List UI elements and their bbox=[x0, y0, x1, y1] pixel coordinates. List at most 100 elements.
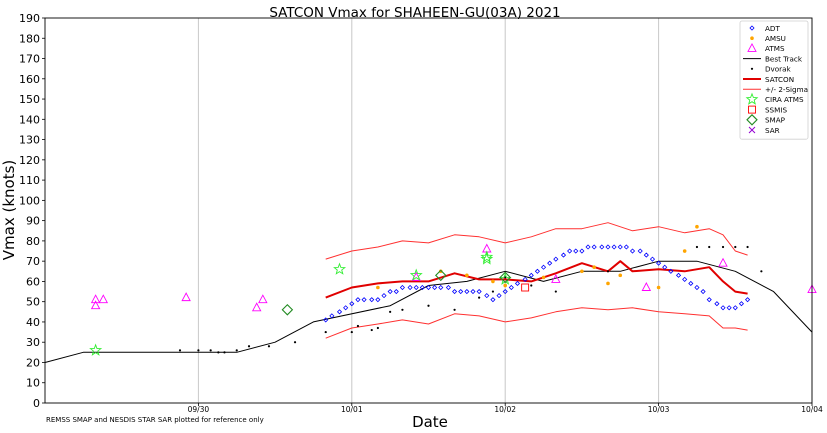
y-tick-label: 60 bbox=[26, 275, 40, 288]
sigma-upper-line bbox=[325, 222, 748, 260]
adt-point bbox=[522, 276, 528, 282]
y-tick-label: 100 bbox=[19, 194, 40, 207]
legend-marker-atms bbox=[747, 42, 757, 52]
adt-point bbox=[361, 297, 367, 303]
adt-point bbox=[355, 297, 361, 303]
plot-frame bbox=[44, 17, 813, 404]
legend-label-sigma: +/- 2-Sigma bbox=[765, 85, 808, 94]
amsu-point bbox=[503, 283, 508, 288]
adt-point bbox=[470, 288, 476, 295]
adt-point bbox=[381, 293, 387, 299]
adt-point bbox=[496, 293, 502, 299]
dvorak-point bbox=[178, 349, 182, 352]
adt-point bbox=[700, 288, 706, 295]
dvorak-point bbox=[267, 345, 271, 348]
adt-point bbox=[445, 284, 452, 291]
atms-point bbox=[98, 294, 109, 304]
adt-point bbox=[694, 284, 700, 291]
adt-point bbox=[675, 272, 682, 278]
dvorak-point bbox=[708, 245, 711, 249]
dvorak-point bbox=[734, 245, 737, 249]
adt-point bbox=[726, 305, 732, 311]
adt-point bbox=[668, 268, 674, 274]
adt-point bbox=[662, 264, 668, 270]
y-tick-label: 180 bbox=[19, 32, 40, 45]
adt-point bbox=[343, 305, 349, 311]
smap-point bbox=[281, 304, 294, 316]
adt-point bbox=[560, 252, 567, 258]
adt-point bbox=[617, 244, 623, 250]
y-tick-label: 170 bbox=[19, 53, 40, 66]
adt-point bbox=[407, 284, 413, 291]
y-tick-label: 190 bbox=[19, 12, 40, 25]
adt-point bbox=[649, 256, 656, 262]
legend-label-cira: CIRA ATMS bbox=[765, 95, 804, 104]
amsu-point bbox=[438, 269, 443, 274]
atms-point bbox=[258, 294, 268, 304]
legend-label-best: Best Track bbox=[765, 54, 803, 63]
dvorak-point bbox=[389, 310, 392, 313]
dvorak-point bbox=[606, 270, 610, 273]
legend-marker-ssmis bbox=[748, 105, 756, 114]
dvorak-point bbox=[247, 345, 251, 348]
adt-point bbox=[605, 244, 611, 250]
adt-point bbox=[329, 313, 335, 319]
cira-point bbox=[480, 252, 494, 265]
adt-point bbox=[399, 284, 405, 291]
legend-label-ssmis: SSMIS bbox=[765, 105, 787, 114]
y-tick-label: 50 bbox=[26, 296, 40, 309]
cira-point bbox=[409, 268, 423, 281]
dvorak-point bbox=[478, 296, 481, 299]
legend-label-atms: ATMS bbox=[765, 44, 785, 53]
dvorak-point bbox=[370, 328, 373, 332]
dvorak-point bbox=[197, 349, 200, 352]
y-axis-label: Vmax (knots) bbox=[0, 160, 18, 260]
atms-point bbox=[90, 294, 101, 304]
legend-marker-smap bbox=[746, 114, 758, 126]
satcon-line bbox=[325, 260, 748, 299]
smap-point bbox=[434, 269, 447, 282]
dvorak-point bbox=[427, 304, 430, 307]
legend-marker-adt bbox=[749, 25, 755, 31]
amsu-point bbox=[592, 265, 596, 270]
y-tick-label: 0 bbox=[33, 397, 40, 410]
cira-point bbox=[89, 343, 103, 356]
adt-point bbox=[706, 297, 712, 303]
legend-marker-sar bbox=[748, 126, 756, 134]
amsu-point bbox=[580, 269, 584, 274]
adt-point bbox=[502, 288, 508, 295]
amsu-point bbox=[695, 224, 699, 229]
chart-title: SATCON Vmax for SHAHEEN-GU(03A) 2021 bbox=[269, 5, 560, 21]
adt-point bbox=[732, 305, 738, 311]
amsu-point bbox=[656, 285, 661, 290]
dvorak-point bbox=[356, 324, 360, 328]
legend-label-sar: SAR bbox=[765, 126, 780, 135]
adt-point bbox=[688, 280, 694, 287]
adt-point bbox=[438, 284, 444, 291]
y-tick-label: 140 bbox=[19, 113, 40, 126]
legend-marker-cira bbox=[745, 92, 759, 105]
plot-area bbox=[44, 222, 817, 363]
legend-label-satcon: SATCON bbox=[765, 75, 794, 84]
sigma-lower-line bbox=[325, 307, 748, 339]
adt-point bbox=[476, 288, 482, 295]
adt-point bbox=[745, 297, 751, 303]
y-tick-label: 120 bbox=[19, 154, 40, 167]
dvorak-point bbox=[453, 308, 456, 311]
adt-point bbox=[623, 244, 629, 250]
dvorak-point bbox=[235, 349, 238, 352]
legend-marker-dvorak bbox=[750, 67, 754, 70]
y-tick-label: 80 bbox=[26, 235, 40, 248]
atms-point bbox=[181, 292, 191, 302]
adt-point bbox=[573, 248, 579, 254]
adt-point bbox=[452, 288, 458, 295]
adt-point bbox=[528, 272, 534, 278]
adt-point bbox=[490, 297, 496, 303]
dvorak-point bbox=[376, 326, 379, 330]
adt-point bbox=[508, 284, 514, 291]
y-tick-label: 160 bbox=[19, 73, 40, 86]
adt-point bbox=[553, 256, 559, 262]
adt-point bbox=[682, 276, 688, 282]
adt-point bbox=[375, 297, 381, 303]
cira-point bbox=[333, 262, 347, 275]
